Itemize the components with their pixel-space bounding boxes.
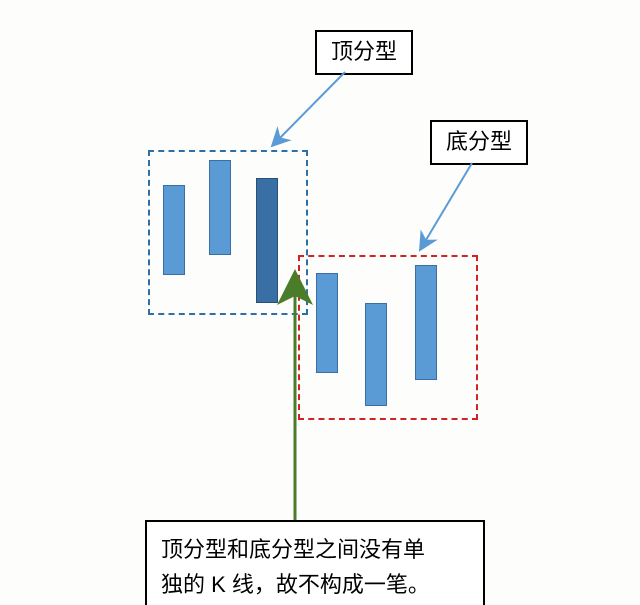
k-bar: [256, 178, 278, 303]
k-bar: [209, 160, 231, 255]
arrow-bottom-label: [420, 163, 472, 250]
arrow-top-label: [272, 72, 345, 146]
k-bar: [365, 303, 387, 406]
top-pattern-label: 顶分型: [315, 30, 413, 75]
caption-line2: 独的 K 线，故不构成一笔。: [161, 572, 430, 597]
diagram-canvas: { "canvas": { "width": 640, "height": 60…: [0, 0, 640, 605]
caption-line1: 顶分型和底分型之间没有单: [161, 537, 425, 562]
k-bar: [415, 265, 437, 380]
caption-box: 顶分型和底分型之间没有单 独的 K 线，故不构成一笔。: [145, 520, 485, 605]
k-bar: [163, 185, 185, 275]
bottom-pattern-label: 底分型: [430, 120, 528, 165]
k-bar: [316, 273, 338, 373]
